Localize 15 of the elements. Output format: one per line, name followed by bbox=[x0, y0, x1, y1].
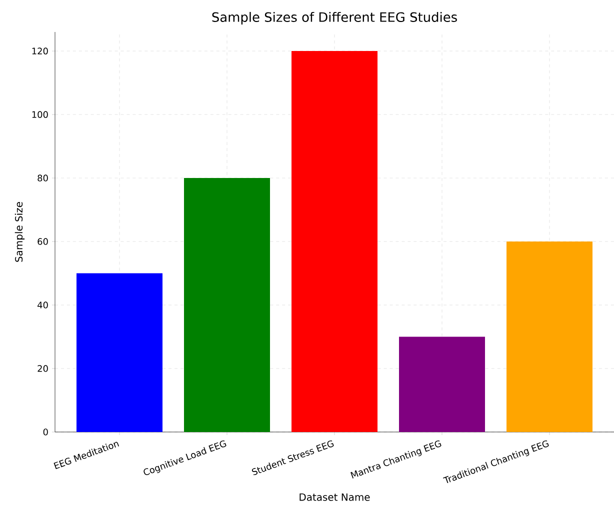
bar bbox=[506, 242, 593, 432]
y-tick-label: 80 bbox=[38, 174, 48, 182]
bar bbox=[76, 273, 162, 432]
y-tick-label: 40 bbox=[38, 302, 48, 308]
bar bbox=[399, 336, 486, 432]
y-tick-label: 100 bbox=[32, 111, 48, 118]
y-tick-label: 20 bbox=[38, 365, 48, 372]
chart-title: Sample Sizes of Different EEG Studies bbox=[212, 12, 457, 24]
y-axis-title: Sample Size bbox=[14, 202, 25, 262]
bar bbox=[292, 51, 378, 432]
y-tick-label: 120 bbox=[32, 48, 48, 54]
bar bbox=[184, 178, 270, 432]
y-tick-label: 0 bbox=[43, 428, 48, 436]
y-tick-label: 60 bbox=[38, 238, 48, 245]
x-axis-title: Dataset Name bbox=[300, 493, 370, 501]
